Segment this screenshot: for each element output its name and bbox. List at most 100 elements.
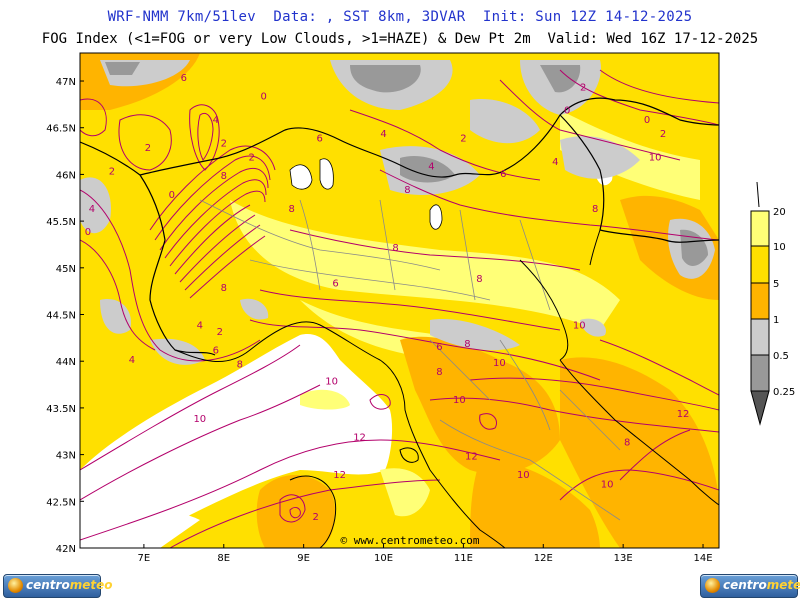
fog-0-25-0-5-area: [680, 229, 708, 266]
fog-0-25-0-5-area: [105, 62, 140, 75]
dewpoint-contour-label: 2: [460, 134, 466, 145]
dewpoint-contour-label: 12: [465, 451, 478, 462]
longitude-tick-label: 10E: [374, 553, 393, 564]
fog-0-5-1-area: [430, 319, 520, 351]
dewpoint-contour-label: 6: [500, 169, 506, 180]
islands-coastline: [289, 447, 419, 548]
dewpoint-contour-label: 10: [517, 470, 530, 481]
longitude-tick-label: 12E: [534, 553, 553, 564]
legend-top-arrow-line: [756, 181, 760, 208]
longitude-tick-label: 13E: [614, 553, 633, 564]
latitude-axis: 47N 46.5N 46N 45.5N 45N 44.5N 44N 43.5N 43N 42.5N…: [46, 77, 84, 555]
dewpoint-contour-label: 2: [580, 82, 586, 93]
dewpoint-contour-label: 8: [288, 204, 294, 215]
dewpoint-contour-label: 4: [129, 355, 135, 366]
dewpoint-contour-label: 12: [353, 433, 366, 444]
fog-0-25-0-5-area: [350, 65, 421, 93]
legend-swatch-5-10: [750, 245, 770, 284]
longitude-tick-label: 9E: [297, 553, 310, 564]
dewpoint-contour-label: 8: [464, 339, 470, 350]
latitude-tick-label: 45N: [56, 264, 76, 275]
dewpoint-contour-label: 0: [261, 92, 267, 103]
map-frame: [79, 52, 720, 549]
dewpoint-contour-label: 6: [213, 346, 219, 357]
legend-label-1: 1: [773, 315, 779, 326]
alpine-lakes: [289, 158, 443, 230]
fog-0-5-1-area: [560, 136, 640, 179]
latitude-tick-label: 42N: [56, 544, 76, 555]
latitude-tick-label: 42.5N: [46, 497, 76, 508]
dewpoint-contour-label: 0: [85, 227, 91, 238]
dewpoint-contour-label: 0: [644, 115, 650, 126]
haze-10-20-area: [380, 468, 430, 517]
dewpoint-contour-label: 8: [624, 437, 630, 448]
globe-icon: [8, 578, 23, 593]
dewpoint-contour-label: 2: [249, 152, 255, 163]
haze-10-20-area: [230, 200, 620, 330]
legend-swatch-1-5: [750, 282, 770, 320]
dewpoint-contour-label: 8: [404, 185, 410, 196]
dewpoint-contour-label: 2: [312, 512, 318, 523]
dewpoint-contour-label: 0: [169, 190, 175, 201]
logo-text: centrometeo: [26, 578, 113, 592]
globe-icon: [705, 578, 720, 593]
fog-0-5-1-area: [240, 298, 269, 320]
legend-swatch-lt-0-25: [750, 390, 770, 426]
logo-text: centrometeo: [723, 578, 800, 592]
haze-1-5-area: [470, 460, 600, 548]
dewpoint-contour-label: 12: [333, 470, 346, 481]
dewpoint-contour-label: 12: [677, 409, 690, 420]
dewpoint-contour-label: 2: [145, 143, 151, 154]
longitude-tick-label: 8E: [217, 553, 230, 564]
country-borders: [80, 97, 719, 356]
dewpoint-contour-label: 6: [332, 278, 338, 289]
latitude-tick-label: 43N: [56, 451, 76, 462]
fog-0-5-1-area: [580, 318, 606, 337]
dewpoint-contours: [80, 69, 719, 548]
model-info-title: WRF-NMM 7km/51lev Data: , SST 8km, 3DVAR…: [107, 9, 693, 25]
dewpoint-contour-label: 4: [197, 321, 203, 332]
haze-10-20-area: [300, 389, 350, 410]
longitude-tick-label: 7E: [138, 553, 151, 564]
dewpoint-contour-label: 2: [217, 327, 223, 338]
latitude-tick-label: 46N: [56, 170, 76, 181]
longitude-axis: 7E 8E 9E 10E 11E 12E 13E 14E: [138, 544, 713, 564]
dewpoint-contour-label: 8: [476, 274, 482, 285]
legend-label-5: 5: [773, 279, 779, 290]
dewpoint-contour-label: 10: [601, 479, 614, 490]
latitude-tick-label: 43.5N: [46, 404, 76, 415]
dewpoint-contour-label: 4: [552, 157, 558, 168]
admin-borders: [199, 199, 621, 521]
legend-swatch-0-5-1: [750, 318, 770, 356]
centrometeo-logo-left[interactable]: centrometeo: [3, 574, 112, 598]
dewpoint-contour-label: 10: [453, 395, 466, 406]
centrometeo-logo-right[interactable]: centrometeo: [700, 574, 800, 598]
legend-label-10: 10: [773, 242, 786, 253]
dewpoint-contour-label: 4: [428, 162, 434, 173]
legend-swatch-10-20: [750, 210, 770, 247]
dewpoint-contour-label: 8: [392, 243, 398, 254]
legend-label-0-5: 0.5: [773, 351, 789, 362]
longitude-tick-label: 14E: [694, 553, 713, 564]
dewpoint-contour-label: 10: [193, 414, 206, 425]
sea-haze-gt-20-area: [80, 510, 200, 548]
dewpoint-contour-label: 8: [221, 283, 227, 294]
latitude-tick-label: 44.5N: [46, 311, 76, 322]
dewpoint-contour-label: 8: [436, 367, 442, 378]
dewpoint-contour-label: 4: [380, 129, 386, 140]
latitude-tick-label: 45.5N: [46, 217, 76, 228]
dewpoint-contour-label: 4: [89, 204, 95, 215]
fog-0-5-1-area: [150, 338, 205, 365]
dewpoint-contour-label: 10: [325, 377, 338, 388]
dewpoint-contour-label: 0: [564, 106, 570, 117]
dewpoint-contour-label: 8: [237, 360, 243, 371]
dewpoint-contour-label: 10: [649, 152, 662, 163]
fog-0-5-1-area: [100, 299, 131, 334]
watermark-url: © www.centrometeo.com: [340, 534, 479, 547]
haze-1-5-area: [256, 475, 336, 548]
legend-label-0-25: 0.25: [773, 387, 795, 398]
dewpoint-contour-label: 8: [221, 171, 227, 182]
fog-index-legend: 20 10 5 1 0.5 0.25: [750, 181, 795, 426]
